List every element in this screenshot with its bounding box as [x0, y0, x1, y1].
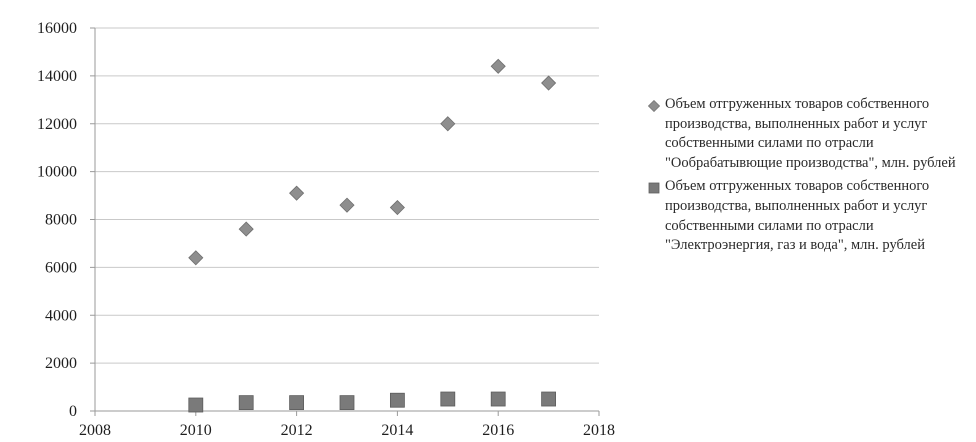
data-point-square	[289, 395, 305, 411]
y-tick-label: 0	[69, 403, 77, 420]
legend-label-series-1: Объем отгруженных товаров собственного п…	[665, 96, 956, 171]
x-axis-ticks: 2008 2010 2012 2014 2016 2018	[79, 422, 615, 439]
data-point-diamond	[339, 197, 355, 213]
data-point-square	[238, 395, 254, 411]
data-point-diamond	[541, 75, 557, 91]
data-point-diamond	[289, 185, 305, 201]
y-tick-label: 8000	[45, 212, 77, 229]
y-tick-label: 4000	[45, 307, 77, 324]
y-axis-ticks: 0 2000 4000 6000 8000 10000 12000 14000 16000	[37, 20, 77, 420]
data-point-square	[541, 391, 556, 407]
data-point-diamond	[490, 58, 506, 74]
data-point-diamond	[188, 250, 204, 266]
x-tick-label: 2016	[482, 422, 514, 439]
data-points	[188, 58, 557, 413]
data-point-diamond	[238, 221, 254, 237]
gridlines	[95, 27, 599, 364]
data-point-square	[490, 391, 506, 407]
y-tick-label: 2000	[45, 355, 77, 372]
x-tick-label: 2008	[79, 422, 111, 439]
data-point-square	[339, 395, 355, 411]
axes	[90, 27, 600, 416]
legend-item-series-1: Объем отгруженных товаров собственного п…	[648, 95, 968, 173]
data-point-square	[389, 392, 405, 408]
data-point-square	[440, 391, 456, 407]
y-tick-label: 12000	[37, 116, 77, 133]
y-tick-label: 16000	[37, 20, 77, 37]
y-tick-label: 10000	[37, 164, 77, 181]
x-tick-label: 2012	[281, 422, 313, 439]
data-point-diamond	[440, 116, 456, 132]
x-tick-label: 2018	[583, 422, 615, 439]
y-tick-label: 6000	[45, 259, 77, 276]
diamond-marker-icon	[648, 100, 660, 112]
legend: Объем отгруженных товаров собственного п…	[648, 95, 968, 260]
data-point-square	[188, 397, 204, 413]
legend-item-series-2: Объем отгруженных товаров собственного п…	[648, 177, 968, 255]
data-point-diamond	[389, 199, 405, 216]
legend-label-series-2: Объем отгруженных товаров собственного п…	[665, 178, 930, 254]
square-marker-icon	[648, 182, 660, 194]
y-tick-label: 14000	[37, 68, 77, 85]
x-tick-label: 2014	[381, 422, 413, 439]
x-tick-label: 2010	[180, 422, 212, 439]
